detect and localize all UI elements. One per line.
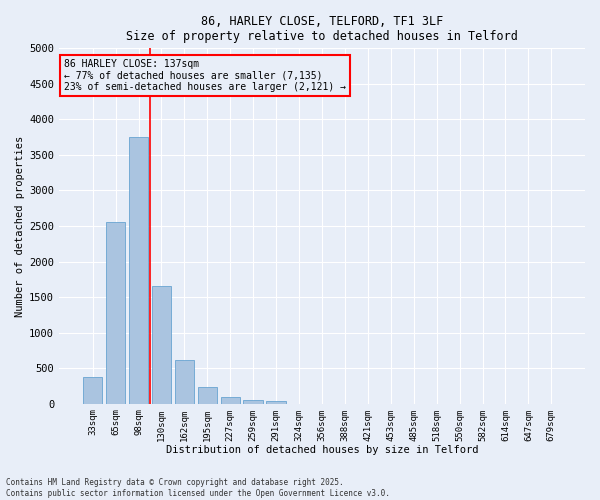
Y-axis label: Number of detached properties: Number of detached properties	[15, 136, 25, 316]
Text: Contains HM Land Registry data © Crown copyright and database right 2025.
Contai: Contains HM Land Registry data © Crown c…	[6, 478, 390, 498]
Bar	[106, 222, 125, 404]
X-axis label: Distribution of detached houses by size in Telford: Distribution of detached houses by size …	[166, 445, 478, 455]
Bar	[175, 360, 194, 404]
Bar	[221, 397, 240, 404]
Text: 86 HARLEY CLOSE: 137sqm
← 77% of detached houses are smaller (7,135)
23% of semi: 86 HARLEY CLOSE: 137sqm ← 77% of detache…	[64, 59, 346, 92]
Bar	[129, 137, 148, 404]
Title: 86, HARLEY CLOSE, TELFORD, TF1 3LF
Size of property relative to detached houses : 86, HARLEY CLOSE, TELFORD, TF1 3LF Size …	[126, 15, 518, 43]
Bar	[152, 286, 171, 404]
Bar	[83, 376, 103, 404]
Bar	[244, 400, 263, 404]
Bar	[266, 401, 286, 404]
Bar	[197, 388, 217, 404]
